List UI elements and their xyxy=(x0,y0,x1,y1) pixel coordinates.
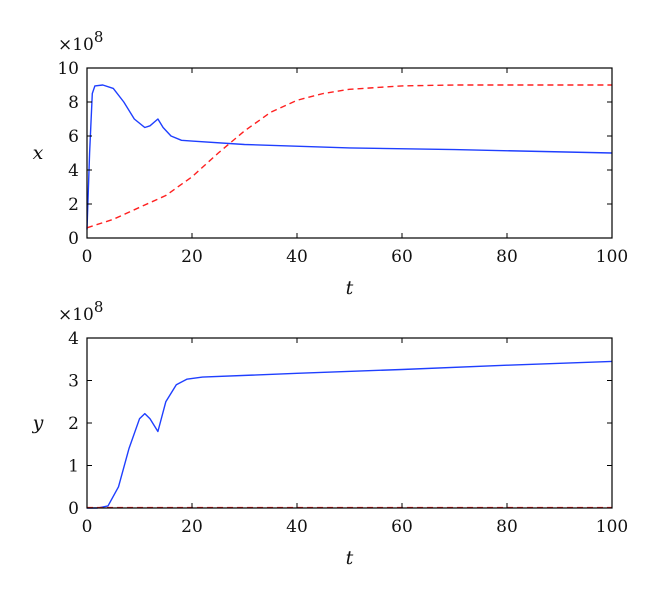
y-tick-label: 0 xyxy=(68,229,79,249)
y-multiplier: ×108 xyxy=(58,28,103,55)
y-axis-label: y xyxy=(32,412,44,434)
x-tick-label: 20 xyxy=(181,517,203,537)
axes-frame xyxy=(86,337,613,509)
x-tick-label: 100 xyxy=(596,247,628,267)
series-line-solid xyxy=(87,360,613,509)
x-axis-label: t xyxy=(346,547,354,569)
y-tick-label: 1 xyxy=(68,457,79,477)
series-line-dashed xyxy=(86,84,612,229)
x-tick-label: 60 xyxy=(391,247,413,267)
y-tick-label: 3 xyxy=(68,372,79,392)
x-tick-label: 0 xyxy=(82,517,93,537)
y-tick-label: 6 xyxy=(68,127,79,147)
axes-frame xyxy=(86,67,613,239)
x-tick-label: 20 xyxy=(181,247,203,267)
y-tick-label: 8 xyxy=(68,93,79,113)
x-tick-label: 60 xyxy=(391,517,413,537)
subplot-y: 0 20 40 60 80 100 0 1 2 3 4 t y ×108 xyxy=(32,298,629,569)
y-tick-label: 2 xyxy=(68,414,79,434)
y-tick-label: 2 xyxy=(68,195,79,215)
y-tick-label: 0 xyxy=(68,499,79,519)
x-tick-label: 80 xyxy=(496,517,518,537)
y-multiplier: ×108 xyxy=(58,298,103,325)
y-multiplier-exponent: 8 xyxy=(94,28,104,46)
x-tick-label: 100 xyxy=(596,517,628,537)
y-tick-label: 4 xyxy=(68,329,79,349)
x-tick-label: 40 xyxy=(286,247,308,267)
y-multiplier-exponent: 8 xyxy=(94,298,104,316)
series-line-solid xyxy=(86,84,613,230)
subplot-x: 0 20 40 60 80 100 0 2 4 6 8 10 t x ×108 xyxy=(33,28,629,299)
x-tick-label: 80 xyxy=(496,247,518,267)
x-tick-label: 40 xyxy=(286,517,308,537)
y-axis-label: x xyxy=(33,142,44,164)
y-tick-label: 4 xyxy=(68,161,79,181)
x-tick-label: 0 xyxy=(82,247,93,267)
x-axis-label: t xyxy=(346,277,354,299)
y-tick-label: 10 xyxy=(57,59,79,79)
